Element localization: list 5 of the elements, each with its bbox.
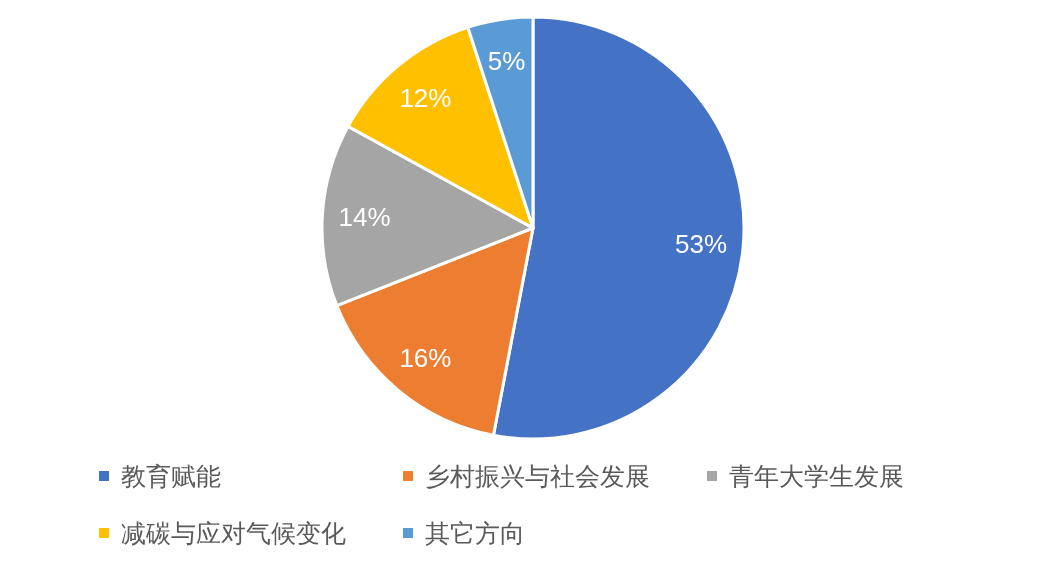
- legend-label: 乡村振兴与社会发展: [425, 462, 650, 490]
- legend-label: 其它方向: [425, 519, 525, 547]
- legend-label: 青年大学生发展: [729, 462, 904, 490]
- legend-label: 教育赋能: [121, 462, 221, 490]
- legend-label: 减碳与应对气候变化: [121, 519, 346, 547]
